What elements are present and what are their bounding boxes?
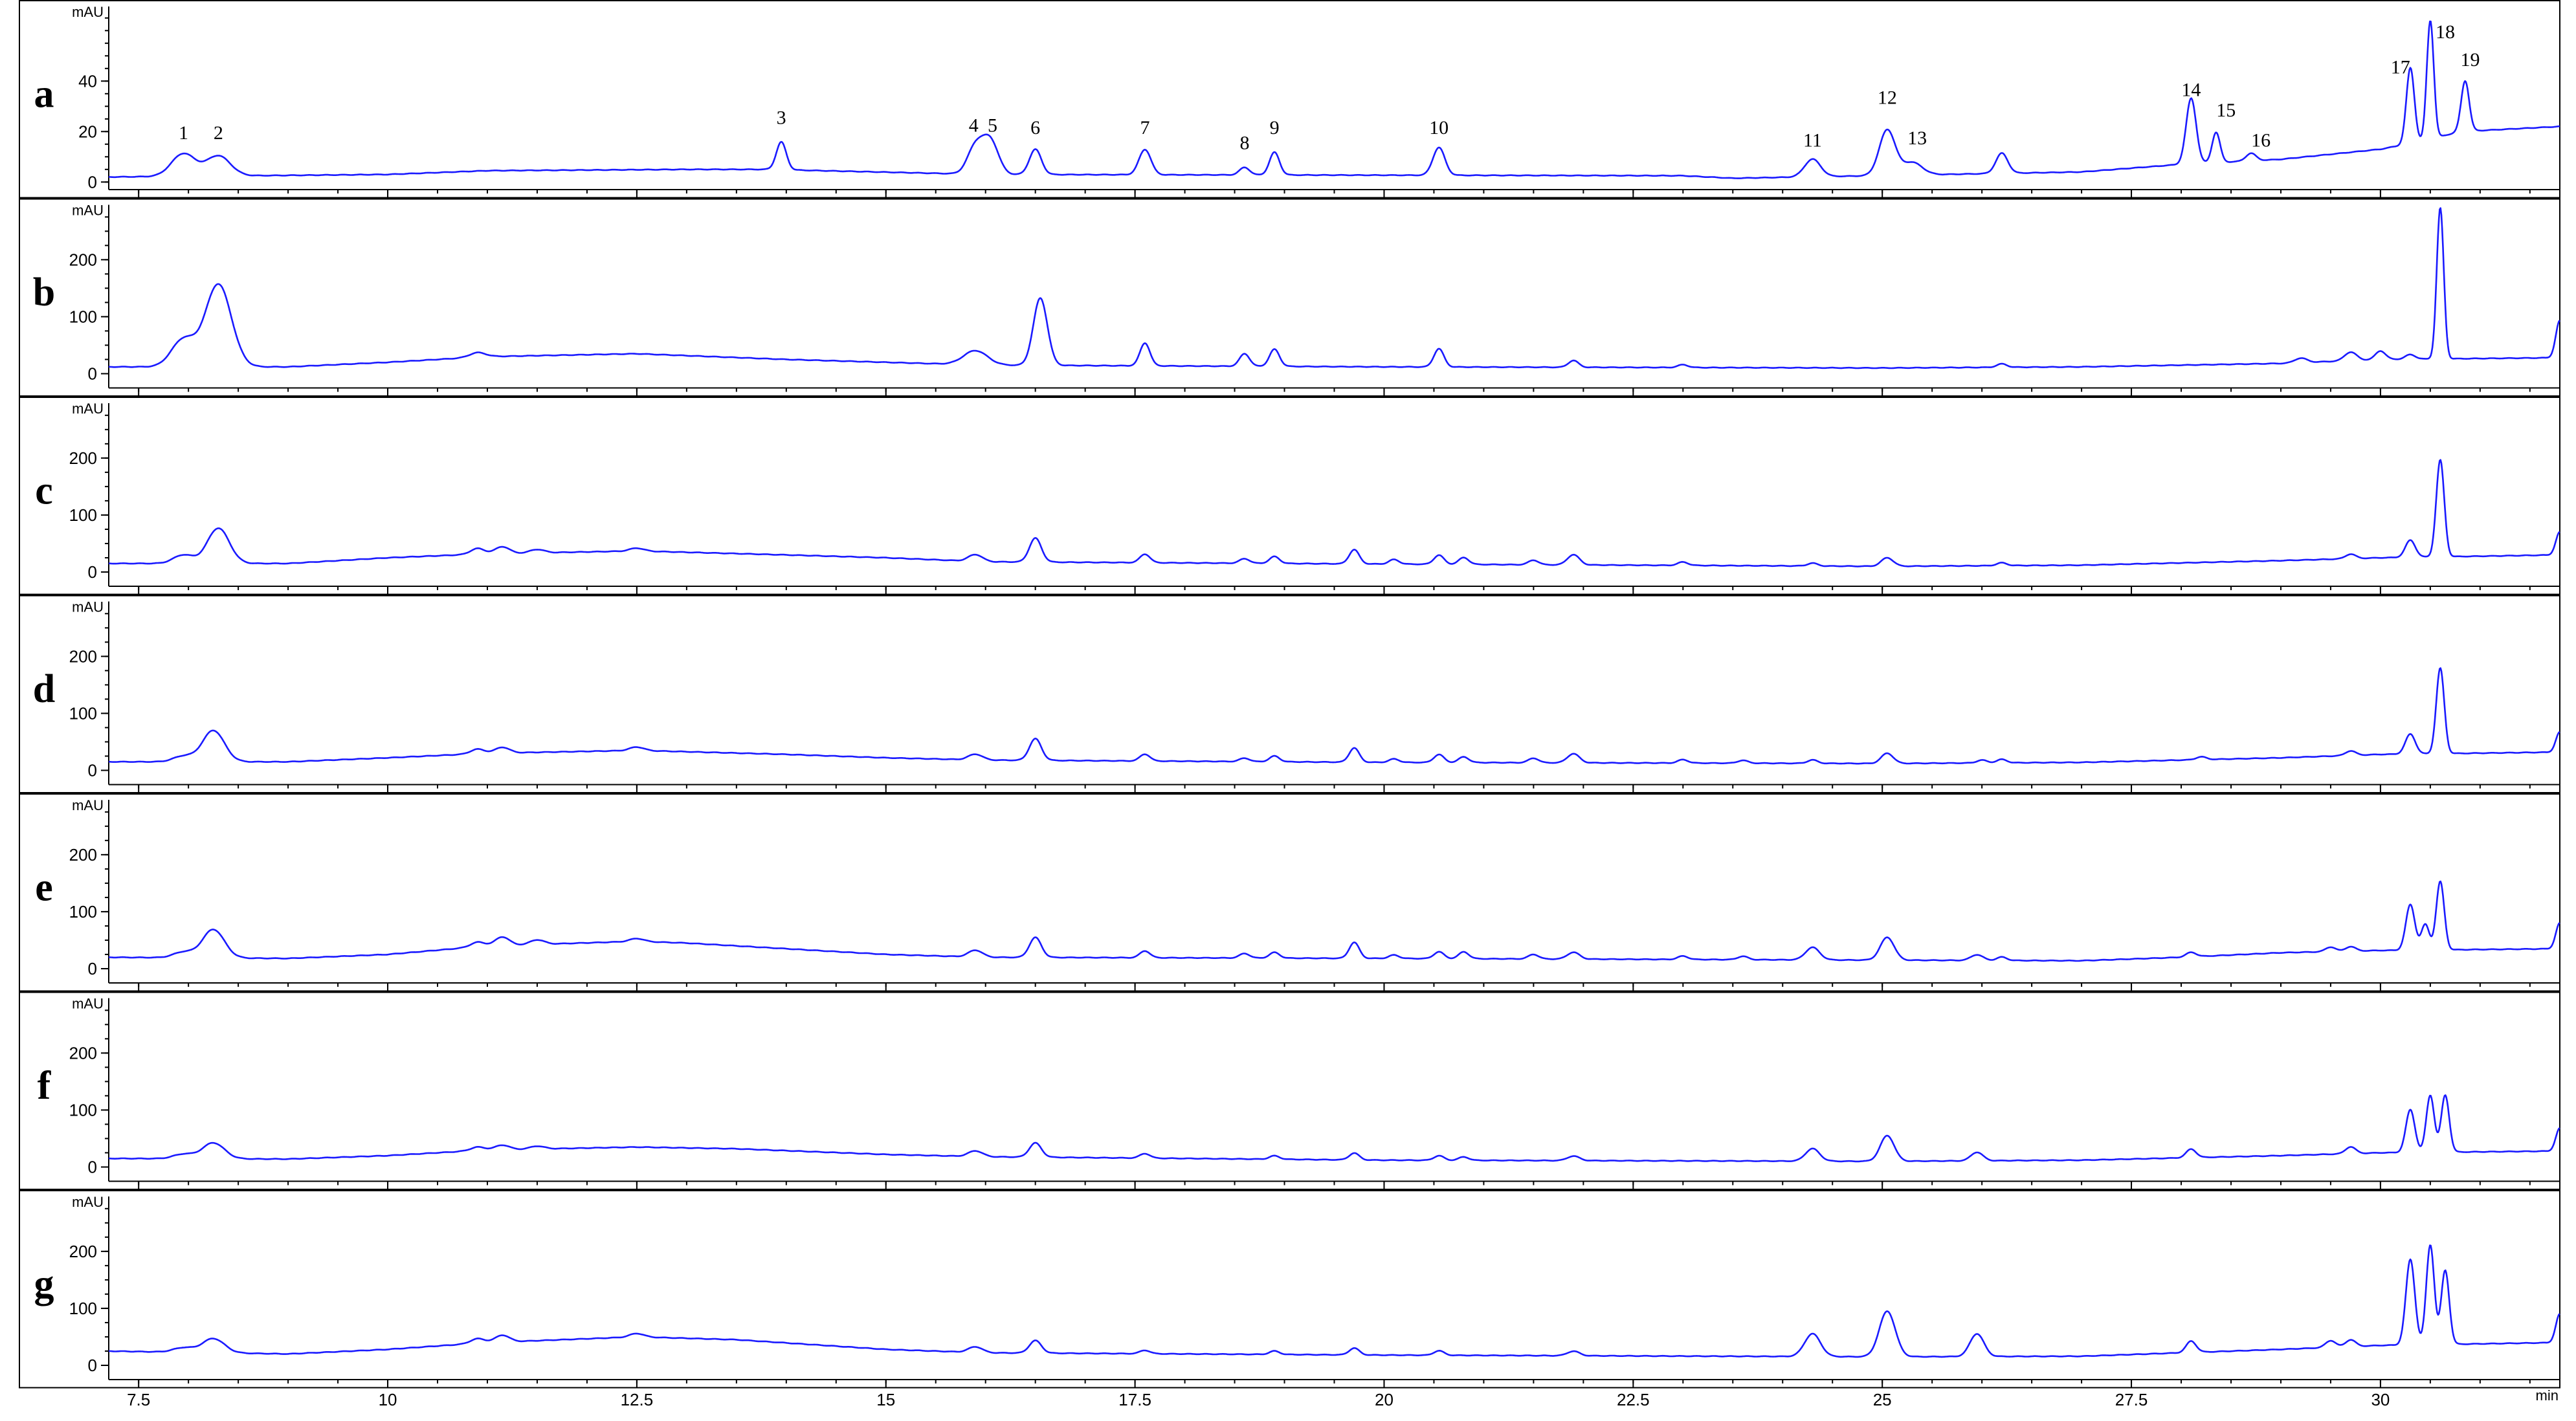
x-unit-label: min — [2536, 1387, 2559, 1404]
peak-label: 2 — [214, 122, 223, 144]
y-tick-label: 100 — [69, 505, 97, 525]
y-unit-label: mAU — [72, 4, 104, 20]
panel-c: cmAU01002007.51012.51517.52022.52527.530… — [19, 397, 2560, 616]
panel-frame — [19, 198, 2560, 397]
panel-frame — [19, 397, 2560, 595]
peak-label: 13 — [1907, 127, 1927, 149]
panel-d: dmAU01002007.51012.51517.52022.52527.530… — [19, 595, 2560, 815]
panel-f: fmAU01002007.51012.51517.52022.52527.530… — [19, 991, 2560, 1211]
y-tick-label: 100 — [69, 1299, 97, 1318]
peak-label: 9 — [1270, 117, 1280, 138]
y-unit-label: mAU — [72, 797, 104, 813]
panel-e: emAU01002007.51012.51517.52022.52527.530… — [19, 793, 2560, 1013]
y-tick-label: 200 — [69, 1043, 97, 1063]
y-tick-label: 0 — [88, 364, 97, 383]
x-tick-label: 17.5 — [1118, 1390, 1151, 1409]
x-tick-label: 22.5 — [1617, 1390, 1650, 1409]
panel-frame — [19, 1190, 2560, 1389]
x-tick-label: 25 — [1873, 1390, 1892, 1409]
peak-label: 18 — [2436, 21, 2455, 43]
peak-label: 15 — [2216, 100, 2236, 121]
panel-b: bmAU01002007.51012.51517.52022.52527.530… — [19, 198, 2560, 418]
peak-label: 16 — [2251, 130, 2271, 151]
panel-letter: f — [38, 1064, 52, 1108]
y-tick-label: 0 — [88, 760, 97, 780]
panel-frame — [19, 0, 2560, 199]
peak-label: 5 — [988, 115, 997, 136]
peak-label: 19 — [2460, 49, 2480, 71]
panel-frame — [19, 793, 2560, 992]
x-tick-label: 7.5 — [127, 1390, 150, 1409]
y-unit-label: mAU — [72, 1194, 104, 1210]
y-tick-label: 0 — [88, 562, 97, 582]
peak-label: 6 — [1030, 117, 1040, 138]
y-tick-label: 200 — [69, 448, 97, 468]
peak-label: 3 — [777, 107, 786, 129]
y-tick-label: 20 — [78, 122, 97, 141]
y-tick-label: 0 — [88, 1157, 97, 1176]
panel-a: amAU020407.51012.51517.52022.52527.530mi… — [19, 0, 2560, 219]
panel-letter: g — [34, 1262, 54, 1306]
y-tick-label: 100 — [69, 703, 97, 723]
peak-label: 8 — [1239, 133, 1249, 154]
chromatogram-trace-a — [108, 20, 2560, 179]
y-unit-label: mAU — [72, 996, 104, 1012]
x-tick-label: 27.5 — [2115, 1390, 2148, 1409]
y-tick-label: 100 — [69, 307, 97, 326]
peak-label: 17 — [2391, 57, 2410, 78]
peak-label: 1 — [179, 122, 188, 144]
y-tick-label: 0 — [88, 959, 97, 978]
panel-letter: c — [35, 469, 53, 513]
peak-label: 7 — [1140, 117, 1150, 138]
x-tick-label: 20 — [1375, 1390, 1393, 1409]
chromatogram-trace-d — [108, 667, 2560, 765]
y-unit-label: mAU — [72, 401, 104, 417]
x-tick-label: 30 — [2371, 1390, 2390, 1409]
y-tick-label: 200 — [69, 1242, 97, 1261]
peak-label: 14 — [2181, 80, 2201, 101]
panel-letter: e — [35, 866, 53, 910]
y-tick-label: 0 — [88, 1356, 97, 1375]
panel-letter: a — [34, 72, 54, 116]
x-tick-label: 10 — [379, 1390, 397, 1409]
x-tick-label: 15 — [876, 1390, 895, 1409]
panel-letter: b — [33, 270, 55, 314]
y-tick-label: 200 — [69, 646, 97, 666]
chromatogram-trace-f — [108, 1094, 2560, 1163]
chromatogram-trace-g — [108, 1244, 2560, 1358]
y-tick-label: 100 — [69, 902, 97, 921]
panel-frame — [19, 991, 2560, 1190]
peak-label: 11 — [1803, 130, 1822, 151]
peak-label: 12 — [1878, 87, 1897, 108]
y-tick-label: 40 — [78, 71, 97, 91]
y-tick-label: 0 — [88, 172, 97, 192]
x-tick-label: 12.5 — [621, 1390, 654, 1409]
y-tick-label: 100 — [69, 1100, 97, 1119]
peak-label: 4 — [969, 115, 979, 136]
panel-g: g mAU 0 100 200 7.5 10 12.5 15 17.5 20 22.5 25 27.5 30… — [19, 1190, 2560, 1409]
panel-frame — [19, 595, 2560, 793]
chromatogram-trace-b — [108, 207, 2560, 369]
y-tick-label: 200 — [69, 250, 97, 269]
peak-label: 10 — [1429, 117, 1449, 138]
y-unit-label: mAU — [72, 203, 104, 219]
y-unit-label: mAU — [72, 599, 104, 615]
chromatogram-trace-c — [108, 459, 2560, 567]
panel-letter: d — [33, 667, 55, 711]
y-tick-label: 200 — [69, 845, 97, 865]
chromatogram-trace-e — [108, 880, 2560, 962]
